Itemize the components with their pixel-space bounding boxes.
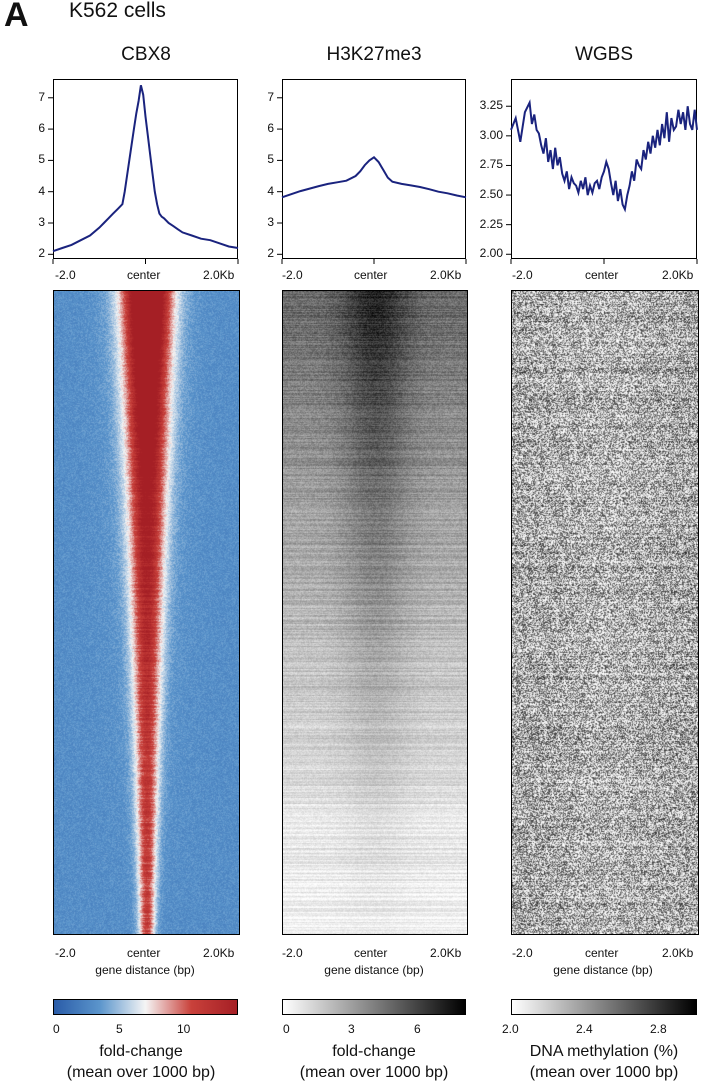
cbx8-heatmap [53, 290, 240, 935]
panel-letter: A [4, 0, 29, 34]
y-tick-label: 2.50 [479, 187, 503, 202]
h3k27me3-cb-label-2: (mean over 1000 bp) [299, 1064, 449, 1081]
wgbs-title: WGBS [574, 44, 634, 65]
cbx8-xtick-left: -2.0 [55, 268, 76, 282]
y-tick-label: 3 [267, 215, 274, 229]
h3k27me3-hm-xtick-left: -2.0 [282, 946, 303, 960]
h3k27me3-cb-tick-2: 6 [414, 1022, 421, 1036]
cbx8-hm-xtick-left: -2.0 [55, 946, 76, 960]
wgbs-cb-label-2: (mean over 1000 bp) [529, 1064, 679, 1081]
profile-line [510, 99, 698, 213]
y-tick-label: 4 [267, 183, 274, 198]
wgbs-cb-tick-2: 2.8 [650, 1022, 667, 1036]
cbx8-cb-label-1: fold-change [99, 1043, 183, 1060]
y-tick-label: 3.25 [479, 98, 503, 113]
y-tick-label: 2.75 [479, 157, 503, 172]
cbx8-title: CBX8 [121, 44, 171, 65]
y-tick-label: 5 [267, 152, 274, 167]
cbx8-xtick-right: 2.0Kb [203, 268, 235, 282]
wgbs-hm-xtick-left: -2.0 [512, 946, 533, 960]
h3k27me3-colorbar [282, 999, 466, 1015]
cbx8-cb-label-2: (mean over 1000 bp) [66, 1064, 216, 1081]
y-tick-label: 2 [38, 246, 45, 261]
y-tick-label: 6 [267, 121, 274, 136]
wgbs-xtick-center: center [585, 268, 619, 282]
cbx8-hm-xlabel: gene distance (bp) [95, 963, 195, 977]
h3k27me3-cb-label-1: fold-change [332, 1043, 416, 1060]
y-tick-label: 2 [267, 246, 274, 261]
y-tick-label: 5 [38, 152, 45, 167]
y-tick-label: 2.00 [479, 246, 503, 261]
y-tick-label: 2.25 [479, 216, 503, 231]
wgbs-heatmap [511, 290, 699, 935]
h3k27me3-profile-svg [277, 97, 467, 264]
wgbs-profile-frame [511, 79, 697, 259]
y-tick-label: 3 [38, 215, 45, 229]
cbx8-xtick-center: center [127, 268, 161, 282]
wgbs-xtick-left: -2.0 [512, 268, 533, 282]
wgbs-hm-xtick-right: 2.0Kb [662, 946, 694, 960]
y-tick-label: 7 [38, 89, 45, 104]
cbx8-cb-tick-1: 5 [116, 1022, 123, 1036]
h3k27me3-hm-xtick-center: center [354, 946, 388, 960]
wgbs-hm-xlabel: gene distance (bp) [553, 963, 653, 977]
cbx8-cb-tick-0: 0 [53, 1022, 60, 1036]
h3k27me3-hm-xlabel: gene distance (bp) [324, 963, 424, 977]
h3k27me3-hm-xtick-right: 2.0Kb [430, 946, 462, 960]
y-tick-label: 7 [267, 89, 274, 104]
wgbs-cb-tick-0: 2.0 [502, 1022, 519, 1036]
cbx8-hm-xtick-right: 2.0Kb [203, 946, 235, 960]
wgbs-cb-label-1: DNA methylation (%) [529, 1043, 679, 1060]
h3k27me3-heatmap [282, 290, 468, 935]
y-tick-label: 6 [38, 121, 45, 136]
wgbs-hm-xtick-center: center [585, 946, 619, 960]
h3k27me3-cb-tick-0: 0 [283, 1022, 290, 1036]
cbx8-profile-svg [48, 85, 239, 264]
h3k27me3-xtick-left: -2.0 [282, 268, 303, 282]
cbx8-hm-xtick-center: center [127, 946, 161, 960]
h3k27me3-cb-tick-1: 3 [348, 1022, 355, 1036]
h3k27me3-title: H3K27me3 [326, 44, 422, 65]
cbx8-colorbar [53, 999, 238, 1015]
h3k27me3-xtick-right: 2.0Kb [430, 268, 462, 282]
profile-line [52, 85, 239, 253]
wgbs-colorbar [511, 999, 697, 1015]
wgbs-profile-svg [506, 99, 698, 264]
y-tick-label: 4 [38, 183, 45, 198]
cbx8-cb-tick-2: 10 [177, 1022, 191, 1036]
cbx8-profile-frame [53, 79, 238, 259]
y-tick-label: 3.00 [479, 127, 503, 142]
h3k27me3-profile-frame [282, 79, 466, 259]
wgbs-xtick-right: 2.0Kb [662, 268, 694, 282]
h3k27me3-xtick-center: center [354, 268, 388, 282]
profile-line [281, 156, 467, 199]
wgbs-cb-tick-1: 2.4 [576, 1022, 593, 1036]
figure-title: K562 cells [69, 0, 166, 22]
